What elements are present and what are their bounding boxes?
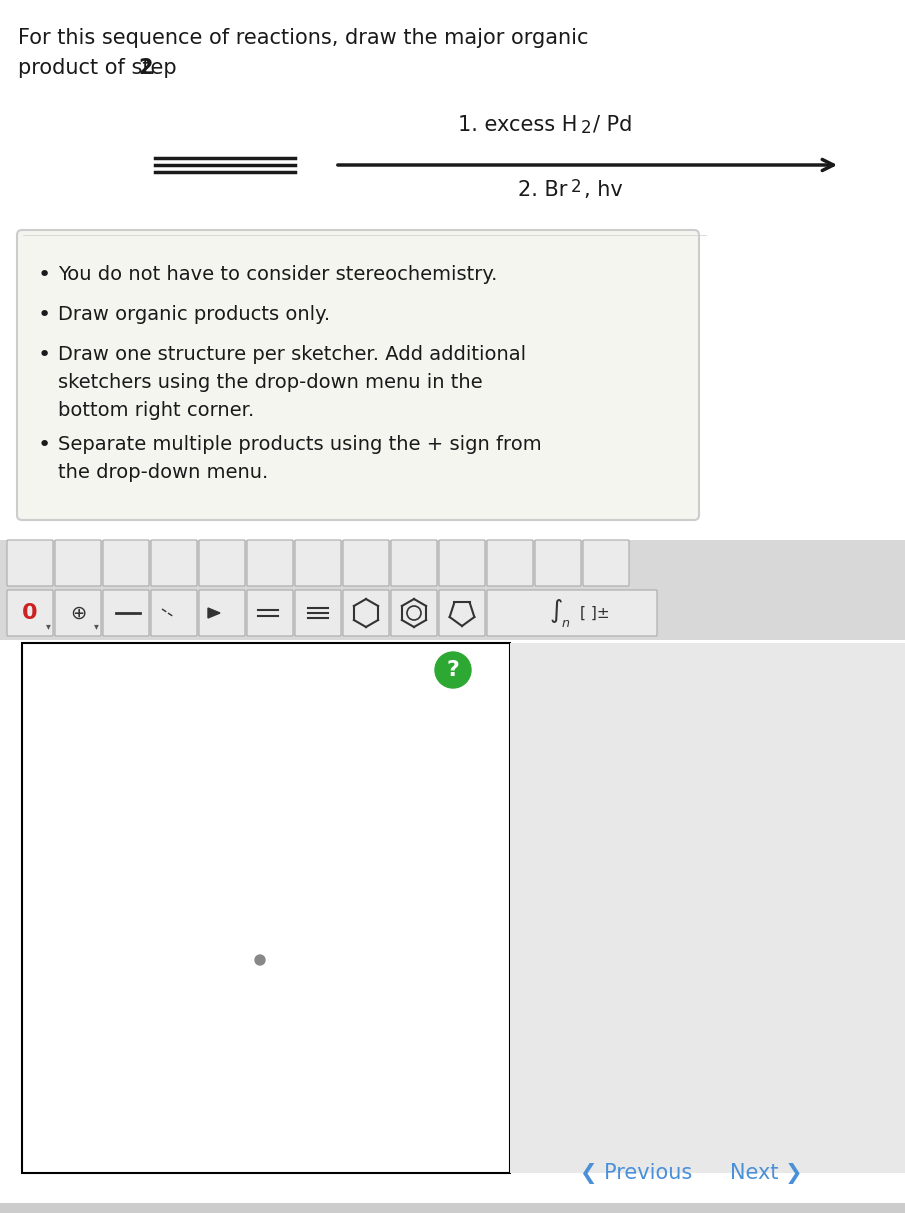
FancyBboxPatch shape	[55, 540, 101, 586]
Text: •: •	[38, 264, 52, 285]
Text: .: .	[149, 58, 156, 78]
Text: 2: 2	[580, 119, 591, 137]
FancyBboxPatch shape	[199, 540, 245, 586]
Text: product of step: product of step	[18, 58, 183, 78]
Text: Separate multiple products using the + sign from: Separate multiple products using the + s…	[58, 435, 541, 454]
FancyBboxPatch shape	[391, 540, 437, 586]
FancyBboxPatch shape	[439, 590, 485, 636]
Bar	[0, 590, 905, 640]
FancyBboxPatch shape	[439, 540, 485, 586]
Circle shape	[435, 653, 471, 688]
Text: •: •	[38, 344, 52, 365]
FancyBboxPatch shape	[7, 540, 53, 586]
FancyBboxPatch shape	[343, 540, 389, 586]
FancyBboxPatch shape	[583, 540, 629, 586]
Text: 0: 0	[23, 603, 38, 623]
Bar	[0, 540, 905, 590]
Text: Draw one structure per sketcher. Add additional: Draw one structure per sketcher. Add add…	[58, 344, 526, 364]
Text: For this sequence of reactions, draw the major organic: For this sequence of reactions, draw the…	[18, 28, 588, 49]
FancyBboxPatch shape	[103, 590, 149, 636]
Circle shape	[255, 955, 265, 966]
Bar	[510, 643, 905, 1173]
Text: ❮ Previous: ❮ Previous	[580, 1163, 692, 1184]
FancyBboxPatch shape	[487, 590, 657, 636]
Text: You do not have to consider stereochemistry.: You do not have to consider stereochemis…	[58, 264, 498, 284]
FancyBboxPatch shape	[247, 590, 293, 636]
Bar	[0, 1203, 905, 1213]
Text: / Pd: / Pd	[593, 115, 632, 135]
FancyBboxPatch shape	[7, 590, 53, 636]
Polygon shape	[208, 608, 220, 617]
Text: [ ]±: [ ]±	[580, 605, 610, 621]
Text: ▾: ▾	[93, 621, 99, 631]
FancyBboxPatch shape	[247, 540, 293, 586]
FancyBboxPatch shape	[103, 540, 149, 586]
Text: $\int_n$: $\int_n$	[549, 597, 571, 630]
Text: •: •	[38, 435, 52, 455]
FancyBboxPatch shape	[535, 540, 581, 586]
Text: ⊕: ⊕	[70, 604, 86, 622]
Bar	[22, 643, 510, 1173]
Text: 2: 2	[570, 178, 581, 197]
FancyBboxPatch shape	[199, 590, 245, 636]
Text: 1. excess H: 1. excess H	[458, 115, 577, 135]
Text: 2. Br: 2. Br	[519, 180, 567, 200]
Text: the drop-down menu.: the drop-down menu.	[58, 463, 268, 482]
FancyBboxPatch shape	[295, 590, 341, 636]
Text: 2: 2	[138, 58, 153, 78]
FancyBboxPatch shape	[391, 590, 437, 636]
Text: Draw organic products only.: Draw organic products only.	[58, 304, 330, 324]
Text: ▾: ▾	[45, 621, 51, 631]
FancyBboxPatch shape	[487, 540, 533, 586]
FancyBboxPatch shape	[151, 590, 197, 636]
FancyBboxPatch shape	[17, 230, 699, 520]
Text: ?: ?	[446, 660, 460, 680]
Text: Next ❯: Next ❯	[730, 1163, 803, 1184]
Text: sketchers using the drop-down menu in the: sketchers using the drop-down menu in th…	[58, 374, 482, 392]
Text: , hv: , hv	[584, 180, 623, 200]
Text: •: •	[38, 304, 52, 325]
FancyBboxPatch shape	[151, 540, 197, 586]
FancyBboxPatch shape	[295, 540, 341, 586]
Text: bottom right corner.: bottom right corner.	[58, 402, 254, 420]
FancyBboxPatch shape	[343, 590, 389, 636]
FancyBboxPatch shape	[55, 590, 101, 636]
